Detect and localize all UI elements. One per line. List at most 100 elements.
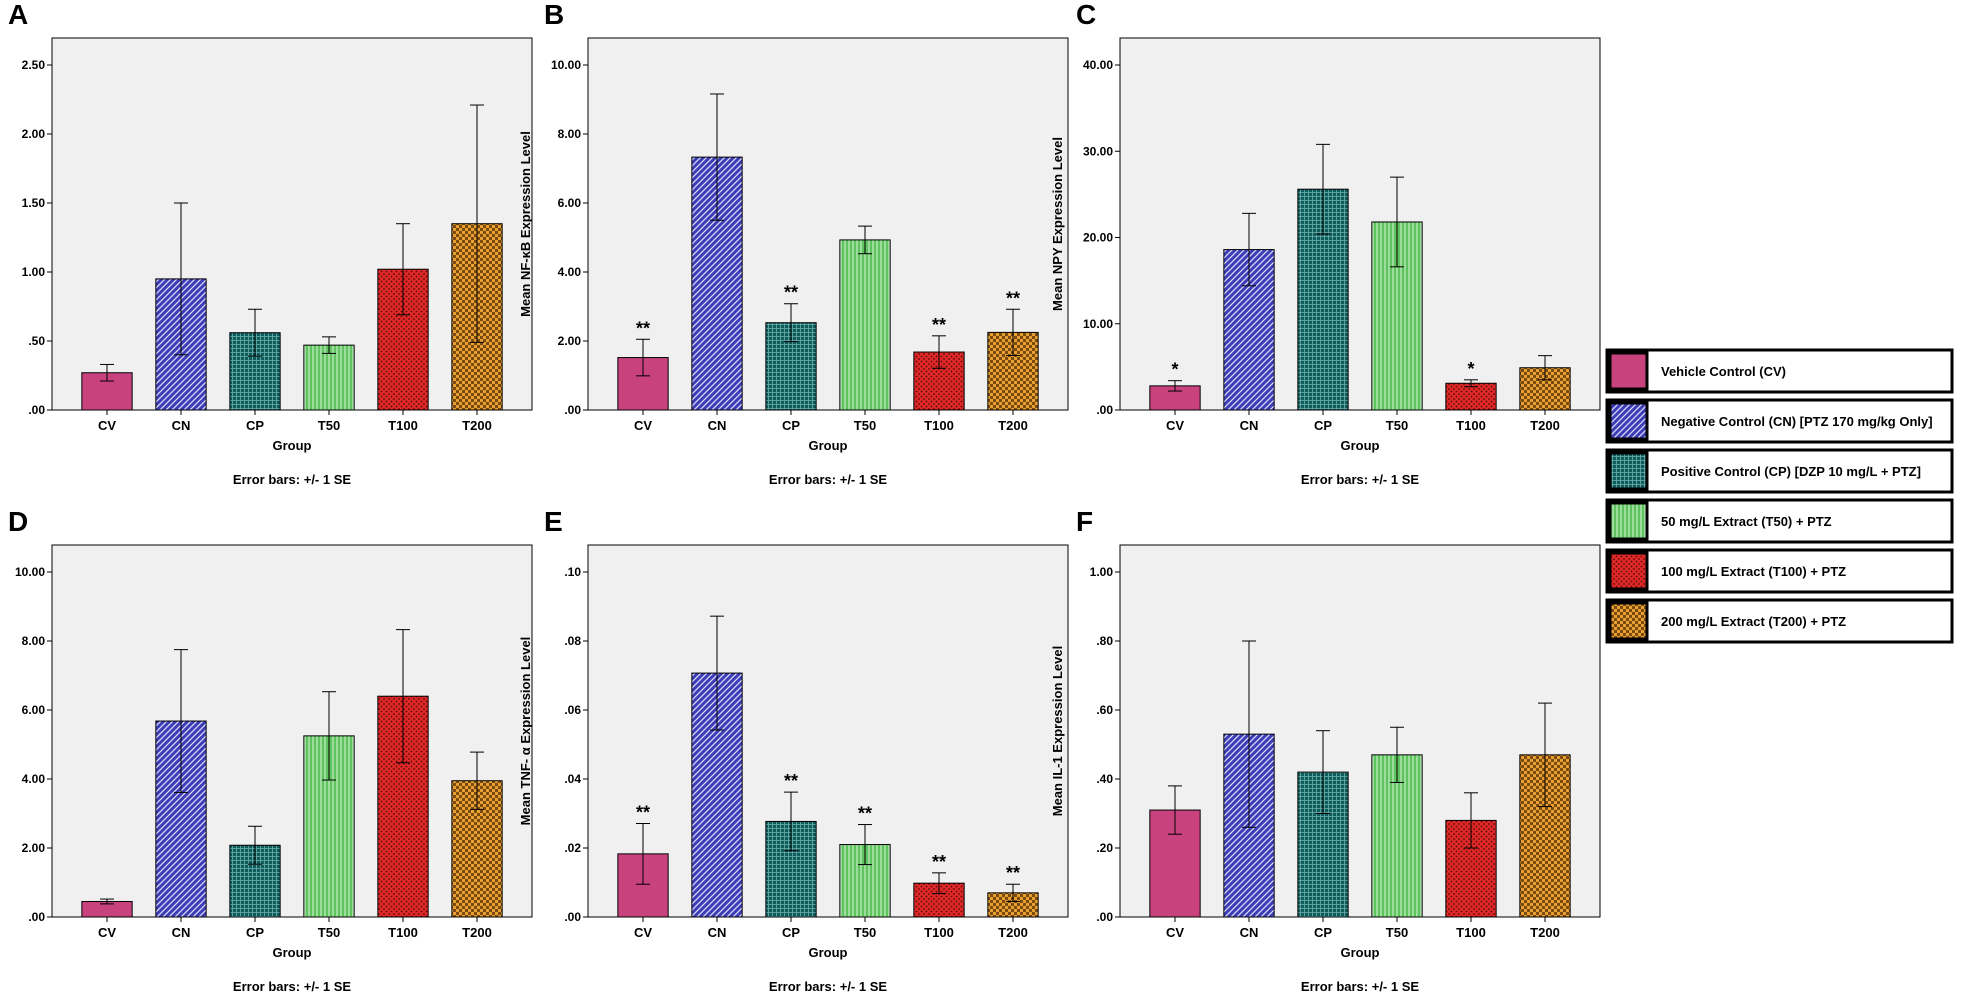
y-tick-label: 8.00 (22, 634, 46, 648)
x-tick-label: CV (1166, 418, 1184, 433)
y-tick-label: .00 (564, 403, 581, 417)
significance-marker: ** (932, 852, 946, 872)
error-bar-footnote: Error bars: +/- 1 SE (1301, 472, 1419, 487)
x-tick-label: CN (172, 925, 191, 940)
legend-swatch (1608, 551, 1649, 591)
x-tick-label: CP (1314, 925, 1332, 940)
x-tick-label: CN (708, 925, 727, 940)
x-tick-label: T50 (854, 925, 876, 940)
panels-layer: A.00.501.001.502.002.50Mean BDNF Express… (8, 0, 1601, 992)
legend-item-cv: Vehicle Control (CV) (1605, 348, 1954, 394)
error-bar-footnote: Error bars: +/- 1 SE (769, 472, 887, 487)
x-tick-label: T50 (854, 418, 876, 433)
x-tick-label: T50 (318, 925, 340, 940)
y-tick-label: 2.00 (558, 334, 582, 348)
x-tick-label: T200 (1530, 925, 1560, 940)
y-tick-label: 10.00 (1083, 317, 1113, 331)
legend-label: Negative Control (CN) [PTZ 170 mg/kg Onl… (1661, 414, 1933, 429)
x-tick-label: CV (98, 418, 116, 433)
bar-t100 (1445, 382, 1497, 411)
panel-letter: F (1076, 506, 1093, 537)
x-tick-label: T50 (318, 418, 340, 433)
y-tick-label: 1.00 (22, 265, 46, 279)
panel-a: A.00.501.001.502.002.50Mean BDNF Express… (8, 0, 533, 487)
legend-item-border (1605, 498, 1954, 544)
x-axis-title: Group (809, 438, 848, 453)
significance-marker: ** (932, 315, 946, 335)
y-axis-title: Mean NF-κB Expression Level (518, 131, 533, 317)
y-tick-label: 1.50 (22, 196, 46, 210)
panel-b: B .00 2.00 4.00 6.00 8.00 10.00 Mean NF-κB Expr… (518, 0, 1069, 487)
x-tick-label: T200 (462, 418, 492, 433)
panel-letter: B (544, 0, 564, 30)
x-axis-title: Group (273, 945, 312, 960)
y-tick-label: .20 (1096, 841, 1113, 855)
error-bar-footnote: Error bars: +/- 1 SE (233, 472, 351, 487)
x-tick-label: CP (246, 418, 264, 433)
x-axis-title: Group (809, 945, 848, 960)
x-tick-label: CP (782, 418, 800, 433)
y-tick-label: 4.00 (558, 265, 582, 279)
legend-item-t200: 200 mg/L Extract (T200) + PTZ (1605, 598, 1954, 644)
significance-marker: * (1467, 359, 1474, 379)
legend-swatch (1608, 451, 1649, 491)
legend-item-border (1605, 448, 1954, 494)
y-tick-label: .00 (28, 403, 45, 417)
y-tick-label: .06 (564, 703, 581, 717)
significance-marker: ** (858, 804, 872, 824)
y-tick-label: .08 (564, 634, 581, 648)
legend-swatch (1608, 501, 1649, 541)
y-tick-label: 40.00 (1083, 58, 1113, 72)
x-axis-title: Group (1341, 438, 1380, 453)
y-tick-label: 2.50 (22, 58, 46, 72)
x-tick-label: T100 (388, 418, 418, 433)
legend-label: Positive Control (CP) [DZP 10 mg/L + PTZ… (1661, 464, 1921, 479)
legend-item-cn: Negative Control (CN) [PTZ 170 mg/kg Onl… (1605, 398, 1954, 444)
significance-marker: ** (636, 318, 650, 338)
y-axis-title: Mean NPY Expression Level (1050, 137, 1065, 311)
y-axis-title: Mean IL-1 Expression Level (1050, 646, 1065, 817)
x-tick-label: CN (708, 418, 727, 433)
legend: Vehicle Control (CV) Negative Control (CN… (1605, 348, 1954, 644)
significance-marker: ** (1006, 288, 1020, 308)
panel-e: E .00 .02 .04 .06 .08 .10 Mean TNF- α Expressio… (518, 506, 1069, 992)
y-tick-label: .80 (1096, 634, 1113, 648)
y-tick-label: 4.00 (22, 772, 46, 786)
y-tick-label: 2.00 (22, 841, 46, 855)
legend-label: 50 mg/L Extract (T50) + PTZ (1661, 514, 1832, 529)
x-tick-label: T200 (1530, 418, 1560, 433)
y-tick-label: .60 (1096, 703, 1113, 717)
panel-letter: C (1076, 0, 1096, 30)
significance-marker: * (1171, 360, 1178, 380)
x-tick-label: CV (1166, 925, 1184, 940)
y-tick-label: .00 (28, 910, 45, 924)
plot-frame (1119, 37, 1601, 411)
legend-item-t50: 50 mg/L Extract (T50) + PTZ (1605, 498, 1954, 544)
significance-marker: ** (1006, 863, 1020, 883)
legend-item-cp: Positive Control (CP) [DZP 10 mg/L + PTZ… (1605, 448, 1954, 494)
error-bar-footnote: Error bars: +/- 1 SE (233, 979, 351, 992)
x-tick-label: T200 (462, 925, 492, 940)
y-tick-label: 10.00 (15, 565, 45, 579)
legend-swatch (1608, 601, 1649, 641)
y-tick-label: .10 (564, 565, 581, 579)
panel-letter: E (544, 506, 563, 537)
x-tick-label: T100 (924, 925, 954, 940)
legend-swatch (1608, 351, 1649, 391)
bar-t50 (303, 344, 355, 411)
panel-letter: D (8, 506, 28, 537)
y-tick-label: .00 (564, 910, 581, 924)
legend-label: Vehicle Control (CV) (1661, 364, 1786, 379)
y-tick-label: .02 (564, 841, 581, 855)
y-tick-label: 2.00 (22, 127, 46, 141)
x-axis-title: Group (273, 438, 312, 453)
panel-c: C .00 10.00 20.00 30.00 40.00 Mean NPY Express… (1050, 0, 1601, 487)
x-tick-label: T100 (1456, 925, 1486, 940)
x-tick-label: CP (782, 925, 800, 940)
x-tick-label: T200 (998, 925, 1028, 940)
y-tick-label: 1.00 (1090, 565, 1114, 579)
x-axis-title: Group (1341, 945, 1380, 960)
x-tick-label: CN (1240, 925, 1259, 940)
legend-label: 200 mg/L Extract (T200) + PTZ (1661, 614, 1846, 629)
